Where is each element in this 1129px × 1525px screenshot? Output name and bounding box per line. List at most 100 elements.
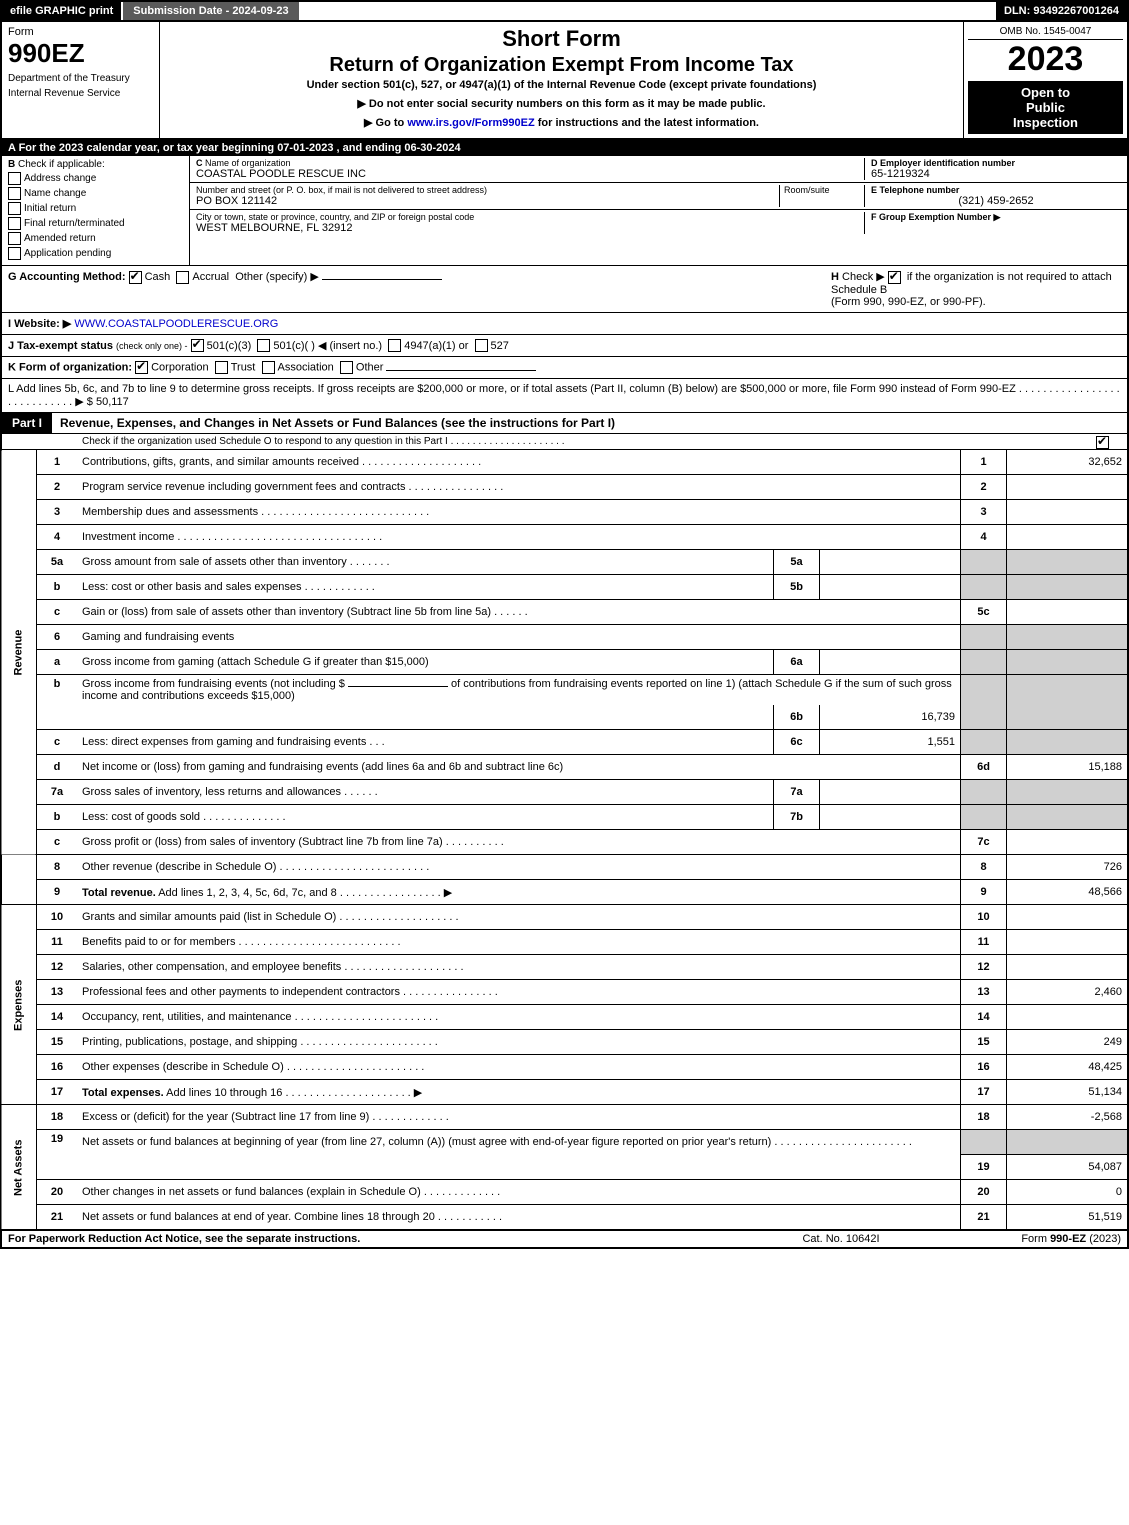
part-1-label: Part I	[2, 413, 52, 433]
section-h: H Check ▶ if the organization is not req…	[821, 270, 1121, 308]
line-5c: c Gain or (loss) from sale of assets oth…	[1, 600, 1128, 625]
info-block: B Check if applicable: Address change Na…	[0, 156, 1129, 266]
open-line3: Inspection	[972, 115, 1119, 130]
short-form-title: Short Form	[164, 26, 959, 52]
section-g: G Accounting Method: Cash Accrual Other …	[8, 270, 821, 308]
val-6b: 16,739	[820, 705, 961, 730]
chk-initial-return[interactable]: Initial return	[8, 202, 183, 215]
paperwork-notice: For Paperwork Reduction Act Notice, see …	[8, 1233, 741, 1245]
line-4: 4 Investment income . . . . . . . . . . …	[1, 525, 1128, 550]
instr-ssn: ▶ Do not enter social security numbers o…	[164, 97, 959, 110]
chk-address-change[interactable]: Address change	[8, 172, 183, 185]
val-13: 2,460	[1007, 980, 1129, 1005]
phone-value: (321) 459-2652	[871, 195, 1121, 207]
chk-association[interactable]	[262, 361, 275, 374]
irs-link[interactable]: www.irs.gov/Form990EZ	[407, 117, 534, 129]
line-12: 12 Salaries, other compensation, and emp…	[1, 955, 1128, 980]
k-label: K Form of organization:	[8, 362, 132, 374]
section-k: K Form of organization: Corporation Trus…	[0, 357, 1129, 379]
e-label: E Telephone number	[871, 185, 959, 195]
val-4	[1007, 525, 1129, 550]
subtitle: Under section 501(c), 527, or 4947(a)(1)…	[164, 79, 959, 91]
line-16: 16 Other expenses (describe in Schedule …	[1, 1055, 1128, 1080]
omb-number: OMB No. 1545-0047	[968, 26, 1123, 40]
row-street: Number and street (or P. O. box, if mail…	[190, 183, 1127, 210]
line-21: 21 Net assets or fund balances at end of…	[1, 1205, 1128, 1230]
line-11: 11 Benefits paid to or for members . . .…	[1, 930, 1128, 955]
form-number: 990EZ	[8, 38, 153, 69]
section-j: J Tax-exempt status (check only one) - 5…	[0, 335, 1129, 358]
val-21: 51,519	[1007, 1205, 1129, 1230]
name-label: Name of organization	[205, 158, 291, 168]
d-label: D Employer identification number	[871, 158, 1015, 168]
chk-accrual[interactable]	[176, 271, 189, 284]
open-line2: Public	[972, 100, 1119, 115]
line-2: 2 Program service revenue including gove…	[1, 475, 1128, 500]
part-1-header: Part I Revenue, Expenses, and Changes in…	[0, 413, 1129, 434]
chk-final-return[interactable]: Final return/terminated	[8, 217, 183, 230]
val-7a	[820, 780, 961, 805]
header-right: OMB No. 1545-0047 2023 Open to Public In…	[963, 22, 1127, 138]
val-1: 32,652	[1007, 450, 1129, 475]
room-suite: Room/suite	[779, 185, 864, 207]
dln-label: DLN: 93492267001264	[996, 2, 1127, 20]
line-20: 20 Other changes in net assets or fund b…	[1, 1180, 1128, 1205]
chk-corporation[interactable]	[135, 361, 148, 374]
section-l: L Add lines 5b, 6c, and 7b to line 9 to …	[0, 379, 1129, 413]
gross-receipts-value: 50,117	[96, 396, 129, 408]
chk-501c3[interactable]	[191, 339, 204, 352]
line-19-desc: 19 Net assets or fund balances at beginn…	[1, 1130, 1128, 1155]
page-footer: For Paperwork Reduction Act Notice, see …	[0, 1230, 1129, 1249]
chk-schedule-o[interactable]	[1096, 436, 1109, 449]
val-18: -2,568	[1007, 1105, 1129, 1130]
chk-501c[interactable]	[257, 339, 270, 352]
val-19: 54,087	[1007, 1155, 1129, 1180]
h-label: H	[831, 271, 839, 283]
line-7a: 7a Gross sales of inventory, less return…	[1, 780, 1128, 805]
line-3: 3 Membership dues and assessments . . . …	[1, 500, 1128, 525]
val-16: 48,425	[1007, 1055, 1129, 1080]
line-6d: d Net income or (loss) from gaming and f…	[1, 755, 1128, 780]
check-if-applicable: Check if applicable:	[18, 159, 105, 170]
chk-amended-return[interactable]: Amended return	[8, 232, 183, 245]
irs-label: Internal Revenue Service	[8, 88, 153, 99]
chk-527[interactable]	[475, 339, 488, 352]
submission-date: Submission Date - 2024-09-23	[121, 2, 300, 20]
val-12	[1007, 955, 1129, 980]
val-5a	[820, 550, 961, 575]
website-link[interactable]: WWW.COASTALPOODLERESCUE.ORG	[74, 318, 278, 330]
j-label: J Tax-exempt status	[8, 340, 113, 352]
val-17: 51,134	[1007, 1080, 1129, 1105]
chk-name-change[interactable]: Name change	[8, 187, 183, 200]
chk-4947[interactable]	[388, 339, 401, 352]
line-5b: b Less: cost or other basis and sales ex…	[1, 575, 1128, 600]
section-i: I Website: ▶ WWW.COASTALPOODLERESCUE.ORG	[0, 313, 1129, 335]
line-13: 13 Professional fees and other payments …	[1, 980, 1128, 1005]
return-title: Return of Organization Exempt From Incom…	[164, 54, 959, 77]
expenses-section-label: Expenses	[1, 905, 37, 1105]
street-label: Number and street (or P. O. box, if mail…	[196, 185, 779, 195]
chk-application-pending[interactable]: Application pending	[8, 247, 183, 260]
header-left: Form 990EZ Department of the Treasury In…	[2, 22, 160, 138]
header-center: Short Form Return of Organization Exempt…	[160, 22, 963, 138]
city-label: City or town, state or province, country…	[196, 212, 864, 222]
dept-treasury: Department of the Treasury	[8, 73, 153, 84]
chk-schedule-b[interactable]	[888, 271, 901, 284]
part-1-title: Revenue, Expenses, and Changes in Net As…	[52, 413, 1127, 433]
g-label: G Accounting Method:	[8, 271, 126, 283]
val-7c	[1007, 830, 1129, 855]
val-6c: 1,551	[820, 730, 961, 755]
line-7c: c Gross profit or (loss) from sales of i…	[1, 830, 1128, 855]
chk-trust[interactable]	[215, 361, 228, 374]
chk-other-org[interactable]	[340, 361, 353, 374]
line-9: 9 Total revenue. Add lines 1, 2, 3, 4, 5…	[1, 880, 1128, 905]
city-value: WEST MELBOURNE, FL 32912	[196, 222, 864, 234]
line-19-val: 19 54,087	[1, 1155, 1128, 1180]
line-18: Net Assets 18 Excess or (deficit) for th…	[1, 1105, 1128, 1130]
schedule-o-check-row: Check if the organization used Schedule …	[0, 434, 1129, 450]
chk-cash[interactable]	[129, 271, 142, 284]
row-city: City or town, state or province, country…	[190, 210, 1127, 236]
revenue-section-label: Revenue	[1, 450, 37, 855]
line-6b-val: 6b 16,739	[1, 705, 1128, 730]
efile-label[interactable]: efile GRAPHIC print	[2, 2, 121, 20]
